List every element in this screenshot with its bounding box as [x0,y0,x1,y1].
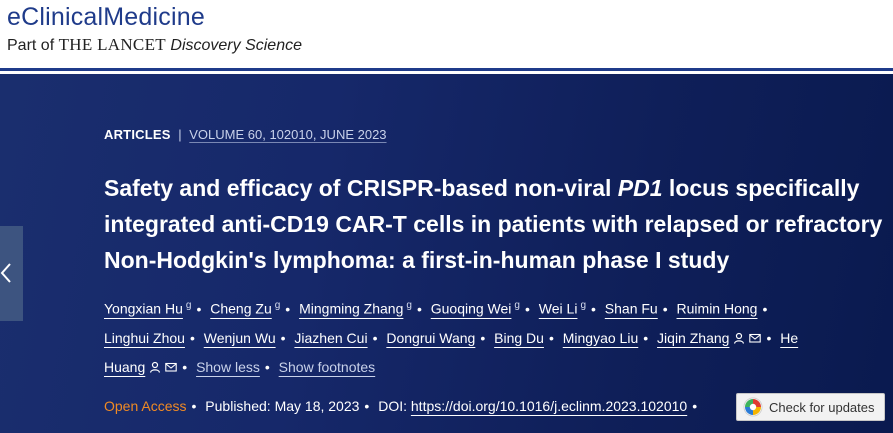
title-gene: PD1 [617,175,663,201]
author-link[interactable]: Linghui Zhou [104,329,185,346]
show-less-link[interactable]: Show less [196,358,260,375]
check-for-updates-button[interactable]: Check for updates [736,393,885,421]
footnote-mark: g [514,300,520,311]
author-link[interactable]: Mingyao Liu [562,329,639,346]
person-icon [150,361,161,373]
author-link[interactable]: Ruimin Hong [676,300,758,317]
author-link[interactable]: Mingming Zhang [299,300,404,317]
article-meta: ARTICLES | VOLUME 60, 102010, JUNE 2023 [104,127,387,142]
part-of-label: Part of [7,37,55,54]
doi-label: DOI: [378,398,407,414]
site-header: eClinicalMedicine Part of THE LANCET Dis… [0,0,893,71]
volume-link[interactable]: VOLUME 60, 102010, JUNE 2023 [189,127,387,142]
journal-affiliation: Part of THE LANCET Discovery Science [7,35,302,55]
author-link[interactable]: Cheng Zu [210,300,272,317]
title-part-2: locus specifically integrated anti-CD19 … [104,175,883,273]
author-link[interactable]: Jiazhen Cui [294,329,368,346]
footnote-mark: g [406,300,412,311]
side-panel-tab[interactable] [0,226,23,321]
crossmark-icon [743,397,763,417]
author-link[interactable]: Shan Fu [604,300,658,317]
author-link[interactable]: Bing Du [494,329,544,346]
discovery-science-label: Discovery Science [170,37,302,54]
check-for-updates-label: Check for updates [769,399,875,415]
article-hero [0,74,893,433]
title-part-1: Safety and efficacy of CRISPR-based non-… [104,175,618,201]
author-link[interactable]: Yongxian Hu [104,300,183,317]
doi-link[interactable]: https://doi.org/10.1016/j.eclinm.2023.10… [410,398,688,414]
footnote-mark: g [274,300,281,311]
author-link[interactable]: Wei Li [538,300,578,317]
author-link[interactable]: Guoqing Wei [430,300,512,317]
journal-logo[interactable]: eClinicalMedicine [7,3,205,31]
email-icon[interactable] [165,361,178,373]
footnote-mark: g [580,300,586,311]
chevron-left-icon[interactable] [0,262,12,284]
article-type: ARTICLES [104,127,171,142]
author-list: Yongxian Hu g • Cheng Zu g • Mingming Zhang g… [104,300,799,375]
email-icon[interactable] [749,332,762,344]
meta-separator: | [178,127,182,142]
author-link[interactable]: Dongrui Wang [386,329,476,346]
article-title: Safety and efficacy of CRISPR-based non-… [104,170,884,278]
publication-info: Open Access • Published: May 18, 2023 • DO… [104,398,698,414]
person-icon [734,332,745,344]
show-footnotes-link[interactable]: Show footnotes [278,358,376,375]
published-date: May 18, 2023 [274,398,360,414]
author-link[interactable]: Jiqin Zhang [657,329,730,346]
lancet-label: THE LANCET [58,35,166,54]
author-link[interactable]: Wenjun Wu [203,329,276,346]
open-access-badge: Open Access [104,398,187,414]
published-label: Published: [205,398,271,414]
footnote-mark: g [185,300,192,311]
author-link[interactable]: He Huang [104,329,799,375]
